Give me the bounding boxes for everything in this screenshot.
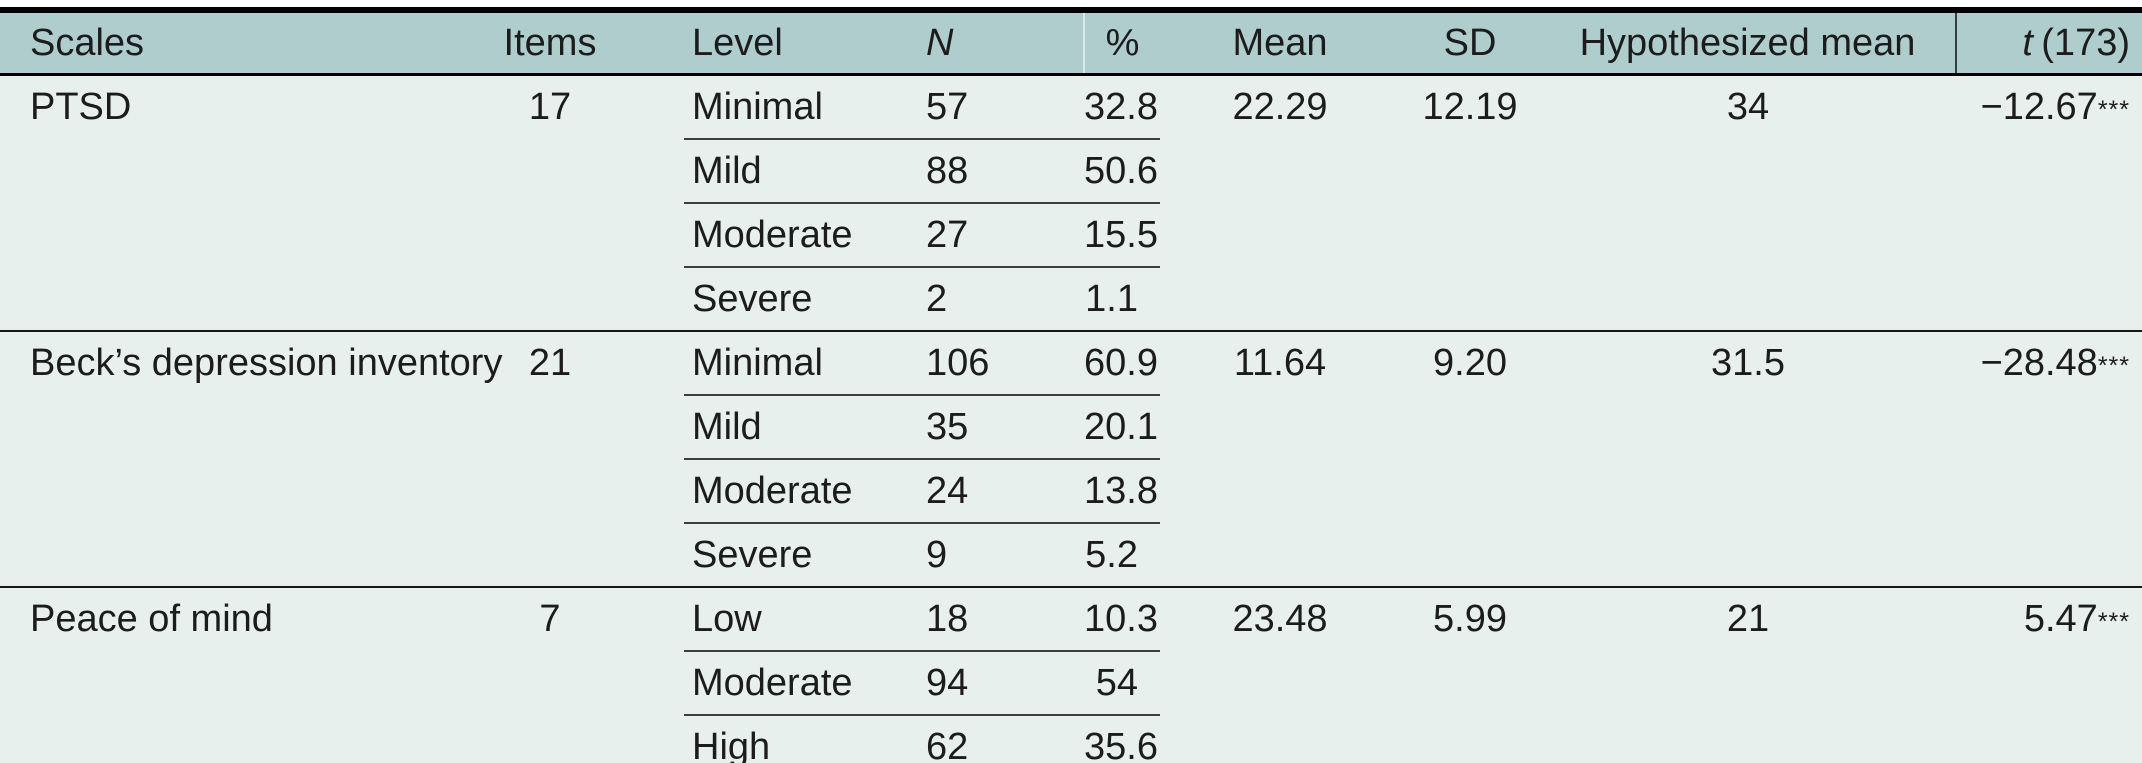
table-row: Mild 35 20.1 [0,395,2142,460]
spacer-cell [620,651,684,715]
level-n: 35 [926,395,1084,460]
table-header: Scales Items Level N % Mean SD Hypothesi… [0,10,2142,76]
t-df-label: (173) [2041,21,2130,64]
items-count: 17 [528,86,572,128]
spacer-cell [620,523,684,587]
level-percent: 54 [1084,651,1160,716]
spacer-cell [620,586,684,651]
column-header-percent: % [1083,10,1160,76]
level-n: 62 [926,725,969,763]
column-header-scales: Scales [0,10,480,76]
scale-name: Peace of mind [0,586,480,763]
table-row: Severe 2 1.1 [0,267,2142,331]
mean-value: 11.64 [1160,330,1400,587]
descriptive-statistics-table: Scales Items Level N % Mean SD Hypothesi… [0,7,2142,763]
level-n: 24 [926,459,1084,524]
level-percent: 10.3 [1084,586,1160,652]
level-n: 9 [926,533,948,576]
table-row: Severe 9 5.2 [0,523,2142,587]
t-value: 5.47*** [1956,586,2142,763]
spacer-cell [620,203,684,267]
level-percent: 13.8 [1084,459,1160,524]
spacer-cell [620,330,684,395]
level-percent: 1.1 [1085,277,1138,320]
column-header-level: Level [684,10,926,76]
spacer-cell [620,715,684,763]
level-label: Severe [692,533,813,576]
spacer-cell [620,139,684,203]
table-row: High 62 35.6 [0,715,2142,763]
column-header-mean: Mean [1160,10,1400,76]
level-label: Moderate [684,203,926,268]
column-header-hypothesized-mean: Hypothesized mean [1540,10,1956,76]
hypothesized-mean-value: 21 [1540,586,1956,763]
significance-stars: *** [2097,352,2130,380]
t-value: −12.67*** [1956,75,2142,332]
mean-value: 23.48 [1160,586,1400,763]
table-row: Moderate 27 15.5 [0,203,2142,268]
level-n: 27 [926,203,1084,268]
level-label: Severe [692,277,813,320]
column-header-items: Items [480,10,620,76]
scale-name: Beck’s depression inventory [0,330,502,587]
level-n: 18 [926,586,1084,652]
level-label: Mild [684,395,926,460]
level-percent: 35.6 [1084,725,1158,763]
column-header-n: N [926,10,1084,76]
sd-value: 9.20 [1400,330,1540,587]
level-label: High [692,725,771,763]
table-row: Beck’s depression inventory 21 Minimal 1… [0,330,2142,587]
column-header-t: t (173) [1955,10,2142,76]
spacer-cell [620,395,684,459]
scale-name: PTSD [30,86,132,128]
mean-value: 22.29 [1232,86,1328,128]
significance-stars: *** [2097,608,2130,636]
hypothesized-mean-value: 34 [1726,86,1770,128]
level-label: Moderate [684,651,926,716]
significance-stars: *** [2097,96,2130,124]
t-number: 5.47 [2023,598,2098,640]
level-label: Minimal [684,330,926,396]
level-label: Low [684,586,926,652]
level-percent: 15.5 [1084,203,1160,268]
sd-value: 5.99 [1400,586,1540,763]
t-label: t [2022,21,2033,64]
level-percent: 32.8 [1084,74,1160,140]
spacer-cell [620,459,684,523]
level-n: 94 [926,651,1084,716]
t-number: −28.48 [1980,342,2098,384]
spacer-cell [620,10,684,76]
t-value: −28.48*** [1956,330,2142,587]
spacer-cell [620,267,684,331]
level-percent: 5.2 [1085,533,1138,576]
table-row: Mild 88 50.6 [0,139,2142,204]
items-count: 21 [480,330,620,587]
table-row: Moderate 94 54 [0,651,2142,716]
table-row: Moderate 24 13.8 [0,459,2142,524]
level-percent: 50.6 [1084,139,1160,204]
table-row: Peace of mind 7 Low 18 10.3 23.48 5.99 2… [0,586,2142,763]
items-count: 7 [480,586,620,763]
table-body: PTSD 17 Minimal 57 32.8 22.29 12.19 34 −… [0,74,2142,763]
level-n: 57 [926,74,1084,140]
level-label: Mild [684,139,926,204]
table-row: PTSD 17 Minimal 57 32.8 22.29 12.19 34 −… [0,74,2142,140]
header-row: Scales Items Level N % Mean SD Hypothesi… [0,10,2142,76]
t-number: −12.67 [1980,86,2098,128]
column-header-sd: SD [1400,10,1540,76]
sd-value: 12.19 [1422,86,1518,128]
hypothesized-mean-value: 31.5 [1540,330,1956,587]
level-label: Minimal [684,74,926,140]
n-label: N [926,21,954,64]
level-n: 2 [926,277,948,320]
level-n: 106 [926,330,1084,396]
level-percent: 60.9 [1084,330,1160,396]
spacer-cell [620,75,684,140]
level-percent: 20.1 [1084,395,1160,460]
level-label: Moderate [684,459,926,524]
level-n: 88 [926,139,1084,204]
